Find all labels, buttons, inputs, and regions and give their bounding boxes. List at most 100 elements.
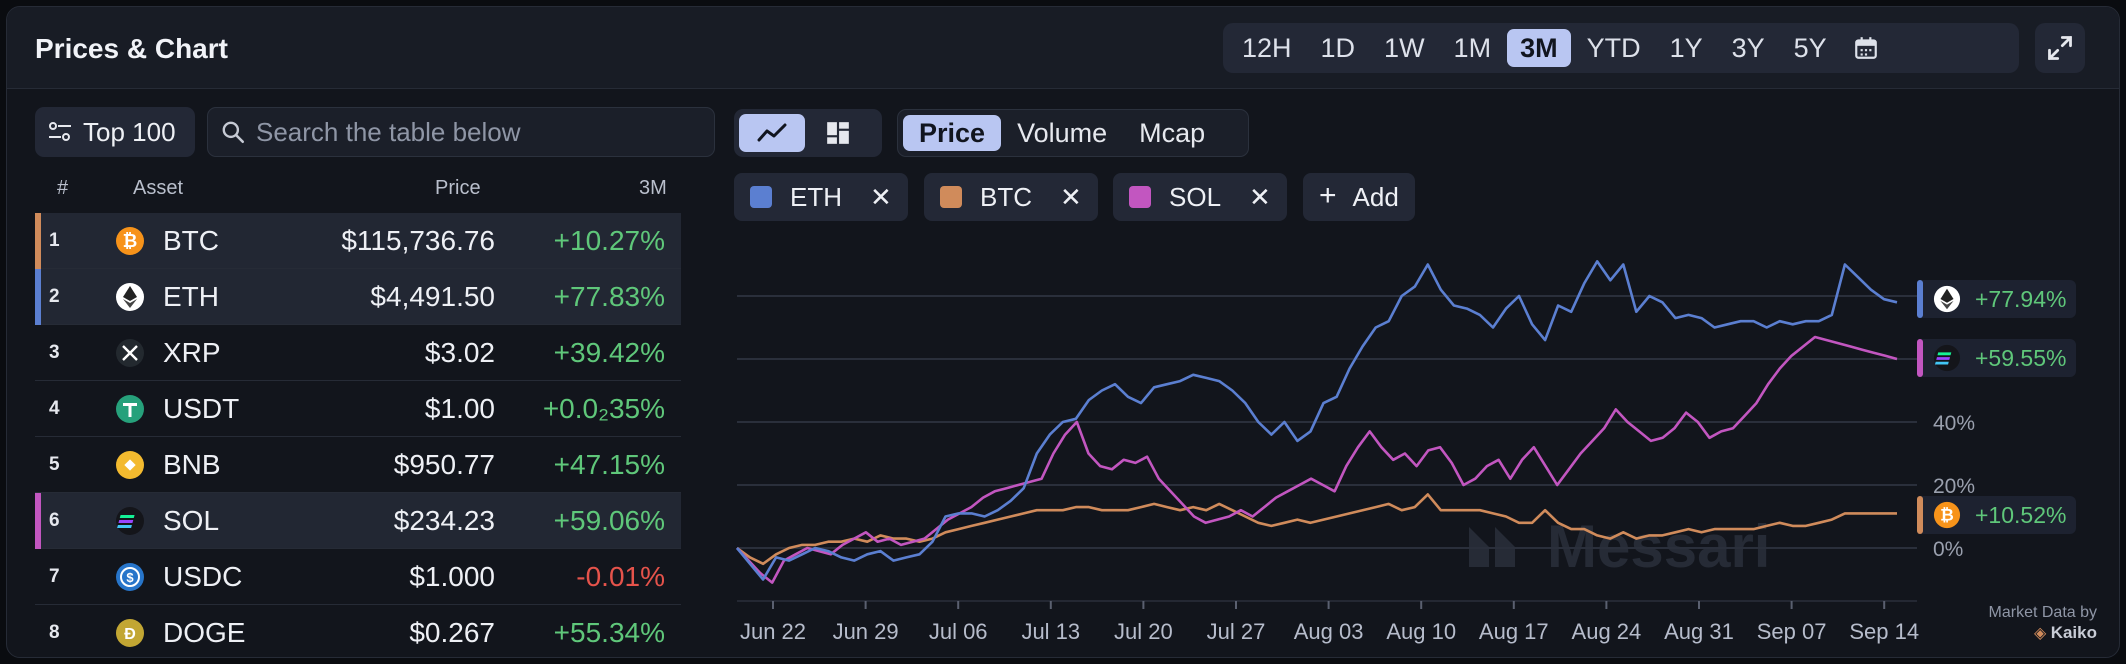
row-change: +59.06% bbox=[553, 504, 665, 536]
x-tick-label: Aug 24 bbox=[1572, 619, 1642, 644]
y-tick-label: 20% bbox=[1933, 475, 1975, 498]
series-color-bar bbox=[1917, 339, 1923, 377]
xrp-coin-icon bbox=[115, 338, 145, 368]
chart-view-toggle bbox=[734, 109, 882, 157]
time-range-selector: 12H 1D 1W 1M 3M YTD 1Y 3Y 5Y bbox=[1223, 23, 2019, 73]
table-row[interactable]: 7 $ USDC $1.000 -0.01% bbox=[35, 549, 681, 605]
row-price: $1.000 bbox=[409, 560, 495, 592]
series-line-sol[interactable] bbox=[736, 335, 1898, 584]
range-3m-button[interactable]: 3M bbox=[1507, 29, 1571, 67]
row-symbol: USDT bbox=[163, 392, 240, 424]
kaiko-name: Kaiko bbox=[2050, 623, 2097, 642]
table-row[interactable]: 8 Ð DOGE $0.267 +55.34% bbox=[35, 605, 681, 657]
row-symbol: ETH bbox=[163, 280, 219, 312]
svg-text:Ð: Ð bbox=[124, 626, 136, 643]
filter-sliders-icon bbox=[49, 122, 71, 141]
series-chip-sol[interactable]: SOL ✕ bbox=[1113, 173, 1287, 221]
svg-text:₿: ₿ bbox=[123, 231, 138, 252]
line-view-button[interactable] bbox=[739, 114, 805, 152]
table-row[interactable]: 6 SOL $234.23 +59.06% bbox=[35, 493, 681, 549]
row-change: +77.83% bbox=[553, 280, 665, 312]
eth-coin-icon bbox=[115, 282, 145, 312]
row-change: +0.0₂35% bbox=[542, 392, 665, 424]
table-row[interactable]: 1 ₿ BTC $115,736.76 +10.27% bbox=[35, 213, 681, 269]
range-12h-button[interactable]: 12H bbox=[1242, 32, 1292, 63]
plus-icon: + bbox=[1319, 178, 1337, 212]
series-line-eth[interactable] bbox=[735, 260, 1898, 581]
x-tick-label: Aug 31 bbox=[1664, 619, 1734, 644]
metric-price-button[interactable]: Price bbox=[903, 115, 1002, 151]
data-attribution: Market Data by ◈ Kaiko bbox=[1947, 603, 2097, 644]
grid-view-button[interactable] bbox=[805, 114, 871, 152]
series-swatch bbox=[750, 186, 772, 208]
rank-header: # bbox=[57, 177, 69, 199]
price-chart[interactable]: Messari 0% 20% 40% Jun 22 Jun 29 Jul 06 Jul 13 J… bbox=[727, 237, 2117, 647]
price-header[interactable]: Price bbox=[435, 177, 481, 199]
end-value: +59.55% bbox=[1975, 344, 2067, 371]
range-3y-button[interactable]: 3Y bbox=[1731, 32, 1765, 63]
series-end-label-btc: ₿ +10.52% bbox=[1917, 496, 2077, 534]
row-rank: 3 bbox=[49, 341, 60, 363]
row-symbol: USDC bbox=[163, 560, 243, 592]
range-5y-button[interactable]: 5Y bbox=[1793, 32, 1827, 63]
range-1d-button[interactable]: 1D bbox=[1320, 32, 1356, 63]
range-1w-button[interactable]: 1W bbox=[1384, 32, 1425, 63]
table-header: # Asset Price 3M bbox=[35, 173, 681, 205]
series-chip-btc[interactable]: BTC ✕ bbox=[924, 173, 1098, 221]
top-100-filter-button[interactable]: Top 100 bbox=[35, 107, 195, 157]
expand-button[interactable] bbox=[2035, 23, 2085, 73]
kaiko-logo-icon: ◈ bbox=[2033, 625, 2047, 642]
table-row[interactable]: 2 ETH $4,491.50 +77.83% bbox=[35, 269, 681, 325]
row-price: $950.77 bbox=[393, 448, 495, 480]
row-rank: 1 bbox=[49, 229, 60, 251]
row-symbol: SOL bbox=[163, 504, 220, 536]
search-input[interactable] bbox=[256, 116, 696, 148]
series-line-btc[interactable] bbox=[736, 493, 1897, 566]
range-1m-button[interactable]: 1M bbox=[1453, 32, 1492, 63]
range-ytd-button[interactable]: YTD bbox=[1586, 32, 1641, 63]
remove-series-icon[interactable]: ✕ bbox=[1060, 181, 1082, 212]
row-rank: 5 bbox=[49, 453, 60, 475]
sol-coin-icon bbox=[1933, 344, 1961, 372]
row-change: +47.15% bbox=[553, 448, 665, 480]
row-change: -0.01% bbox=[576, 560, 665, 592]
series-color-bar bbox=[35, 269, 41, 325]
add-series-button[interactable]: + Add bbox=[1303, 173, 1415, 221]
row-symbol: DOGE bbox=[163, 616, 246, 648]
btc-coin-icon: ₿ bbox=[115, 226, 145, 256]
series-color-bar bbox=[35, 493, 41, 549]
widget-header: Prices & Chart 12H 1D 1W 1M 3M YTD 1Y 3Y 5Y bbox=[7, 7, 2119, 89]
sol-coin-icon bbox=[115, 506, 145, 536]
y-tick-label: 40% bbox=[1933, 412, 1975, 435]
row-rank: 7 bbox=[49, 565, 60, 587]
btc-coin-icon: ₿ bbox=[1933, 501, 1961, 529]
metric-volume-button[interactable]: Volume bbox=[1017, 117, 1108, 148]
row-price: $1.00 bbox=[424, 392, 495, 424]
row-price: $0.267 bbox=[409, 616, 495, 648]
table-row[interactable]: 3 XRP $3.02 +39.42% bbox=[35, 325, 681, 381]
table-row[interactable]: 4 USDT $1.00 +0.0₂35% bbox=[35, 381, 681, 437]
series-chip-eth[interactable]: ETH ✕ bbox=[734, 173, 908, 221]
row-symbol: BTC bbox=[163, 224, 219, 256]
row-change: +39.42% bbox=[553, 336, 665, 368]
row-price: $3.02 bbox=[424, 336, 495, 368]
row-rank: 4 bbox=[49, 397, 60, 419]
messari-watermark: Messari bbox=[1547, 513, 1770, 580]
row-price: $4,491.50 bbox=[370, 280, 495, 312]
x-tick-label: Sep 14 bbox=[1849, 619, 1919, 644]
x-tick-label: Jun 29 bbox=[833, 619, 899, 644]
row-rank: 8 bbox=[49, 621, 60, 643]
table-row[interactable]: 5 BNB $950.77 +47.15% bbox=[35, 437, 681, 493]
row-rank: 2 bbox=[49, 285, 60, 307]
row-price: $234.23 bbox=[393, 504, 495, 536]
remove-series-icon[interactable]: ✕ bbox=[870, 181, 892, 212]
asset-header[interactable]: Asset bbox=[133, 177, 184, 199]
row-symbol: XRP bbox=[163, 336, 221, 368]
range-1y-button[interactable]: 1Y bbox=[1669, 32, 1703, 63]
metric-mcap-button[interactable]: Mcap bbox=[1139, 117, 1206, 148]
change-header[interactable]: 3M bbox=[639, 177, 667, 199]
calendar-icon[interactable] bbox=[1843, 29, 1889, 67]
remove-series-icon[interactable]: ✕ bbox=[1249, 181, 1271, 212]
chip-label: ETH bbox=[790, 181, 842, 212]
top-100-label: Top 100 bbox=[83, 116, 176, 147]
